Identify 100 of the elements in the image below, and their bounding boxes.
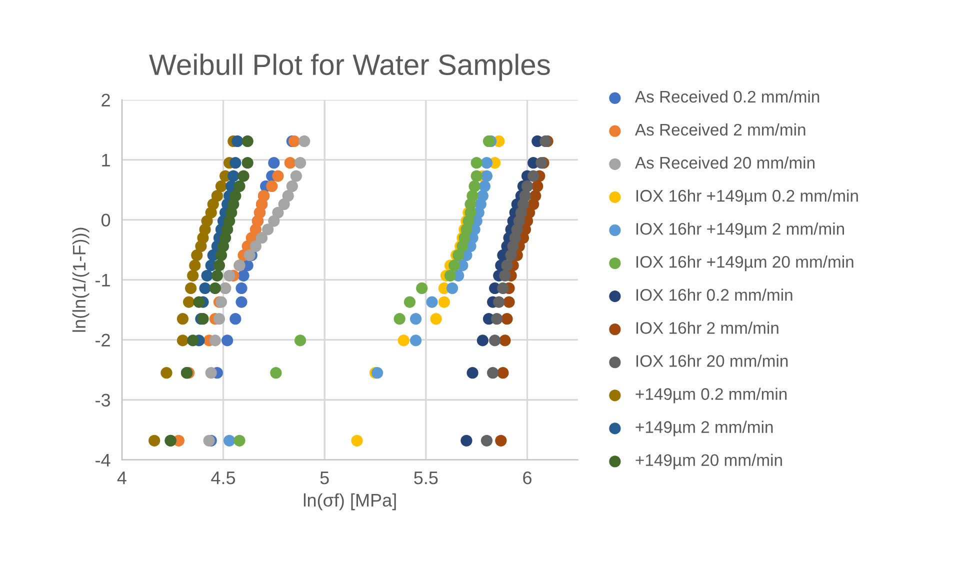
legend-label: IOX 16hr 2 mm/min [636,322,778,334]
point [426,296,438,308]
x-axis-title: ln(σf) [MPa] [304,493,396,510]
point [501,260,513,272]
point [191,249,203,262]
legend-label: As Received 20 mm/min [634,156,814,169]
point [228,170,240,182]
point [497,367,509,379]
point [213,260,226,272]
point [486,367,499,379]
legend-label: As Received 0.2 mm/min [634,90,820,103]
point [209,334,221,346]
point [528,170,540,182]
point [503,296,515,308]
point [476,334,488,346]
x-tick-label: 5 [320,472,329,484]
point [351,434,363,446]
point [187,334,199,346]
point [270,367,282,379]
point [478,180,491,192]
y-tick-label: -1 [96,274,110,286]
point [286,180,298,192]
point [193,296,205,308]
point [266,180,278,192]
point [493,296,505,308]
x-tick-label: 4 [117,472,126,484]
point [298,135,310,148]
point [256,232,268,244]
legend-label: As Received 2 mm/min [634,123,806,136]
point [497,282,509,294]
point [430,313,442,325]
point [201,270,213,282]
y-tick-label: 0 [101,214,110,227]
point [238,270,250,282]
legend-label: +149µm 2 mm/min [636,420,773,436]
point [480,157,493,169]
y-tick-label: 2 [102,94,110,106]
point [236,282,248,294]
point [187,270,199,282]
point [294,334,306,346]
x-tick-label: 5.5 [414,472,438,484]
point [215,180,228,192]
y-tick-label: -2 [96,334,110,346]
point [470,157,482,169]
point [230,313,242,325]
point [460,434,472,446]
legend-label: +149µm 0.2 mm/min [636,388,787,404]
point [148,434,160,446]
legend-label: IOX 16hr +149µm 0.2 mm/min [636,189,858,206]
point [250,240,262,252]
point [466,367,478,379]
point [470,170,482,182]
point [262,224,274,236]
point [410,334,422,346]
point [499,270,511,282]
point [176,334,189,346]
point [211,190,223,202]
legend-label: IOX 16hr +149µm 2 mm/min [636,222,844,238]
point [501,313,513,325]
point [446,282,458,294]
y-axis-title: ln(ln(1/(1-F))) [72,228,90,332]
point [489,334,501,346]
point [480,434,493,446]
point [230,157,242,169]
point [189,260,201,272]
point [521,180,534,192]
point [448,260,460,272]
point [236,296,248,308]
point [284,157,296,169]
point [519,190,532,202]
point [211,270,223,282]
point [294,157,306,169]
y-tick-label: 1 [102,154,110,166]
x-tick-label: 6 [523,471,532,484]
point [272,170,284,182]
point [230,190,242,202]
point [444,270,456,282]
point [176,313,189,325]
point [185,282,197,294]
point [242,157,254,169]
point [272,206,284,218]
chart-title: Weibull Plot for Water Samples [149,54,550,81]
point [224,434,236,446]
point [209,282,221,294]
legend-label: IOX 16hr +149µm 20 mm/min [636,256,854,272]
point [410,313,422,325]
point [221,334,234,346]
point [394,313,406,325]
point [290,170,302,182]
point [268,157,280,169]
point [416,282,428,294]
point [480,170,493,182]
point [242,135,254,148]
point [205,367,217,379]
point [404,296,416,308]
point [182,296,195,308]
legend-label: IOX 16hr 20 mm/min [636,354,788,367]
point [234,434,246,446]
point [234,180,246,192]
y-tick-label: -4 [96,454,110,466]
